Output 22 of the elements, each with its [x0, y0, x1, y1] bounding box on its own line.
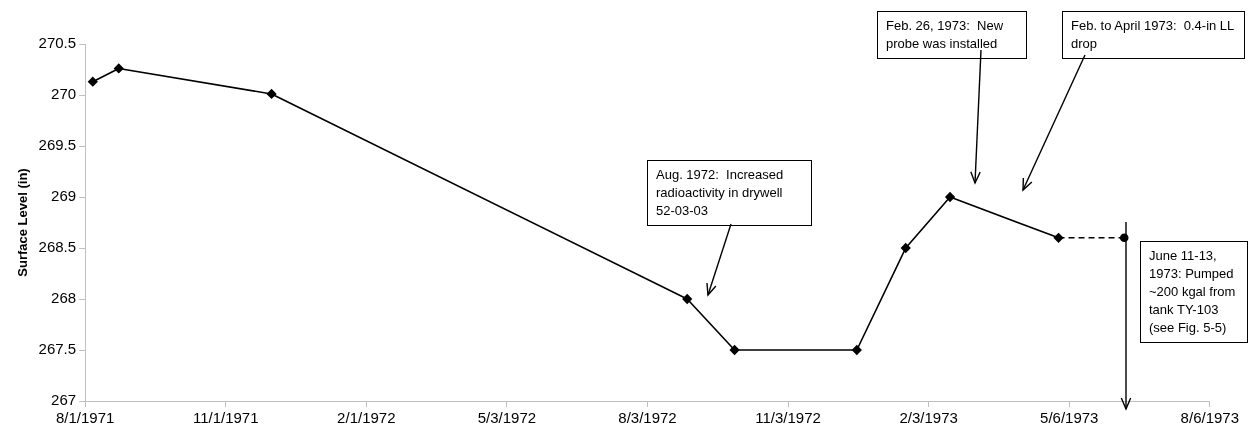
y-tick-label: 267.5: [38, 340, 77, 358]
annotation: Aug. 1972: Increased radioactivity in drywell 52-03-03: [647, 160, 812, 226]
x-tick-label: 8/1/1971: [55, 409, 115, 427]
y-tick-label: 268.5: [38, 238, 77, 256]
annotation: June 11-13, 1973: Pumped ~200 kgal from tank TY-103 (see Fig. 5-5): [1140, 241, 1248, 343]
y-axis-title: Surface Level (in): [15, 168, 31, 277]
x-tick-label: 8/3/1972: [618, 409, 677, 427]
x-tick-label: 11/3/1972: [755, 409, 821, 427]
y-tick-label: 268: [51, 289, 77, 307]
annotation: Feb. 26, 1973: New probe was installed: [877, 11, 1027, 59]
annotation: Feb. to April 1973: 0.4-in LL drop: [1062, 11, 1245, 59]
x-tick-label: 11/1/1971: [192, 409, 259, 427]
x-tick-label: 8/6/1973: [1180, 409, 1239, 427]
y-tick-label: 269.5: [38, 136, 77, 154]
y-tick-label: 270: [51, 85, 77, 103]
y-tick-label: 267: [51, 391, 77, 409]
y-tick-label: 270.5: [38, 34, 77, 52]
x-tick-label: 2/3/1973: [899, 409, 958, 427]
x-tick-label: 5/6/1973: [1040, 409, 1099, 427]
y-tick-label: 269: [51, 187, 77, 205]
x-tick-label: 2/1/1972: [337, 409, 396, 427]
x-tick-label: 5/3/1972: [477, 409, 537, 427]
